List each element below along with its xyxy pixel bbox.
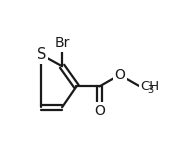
- Text: S: S: [36, 47, 46, 62]
- Text: 3: 3: [148, 85, 154, 95]
- Text: O: O: [114, 68, 125, 82]
- Text: Br: Br: [54, 36, 70, 50]
- Text: CH: CH: [140, 80, 159, 93]
- Text: O: O: [94, 104, 105, 118]
